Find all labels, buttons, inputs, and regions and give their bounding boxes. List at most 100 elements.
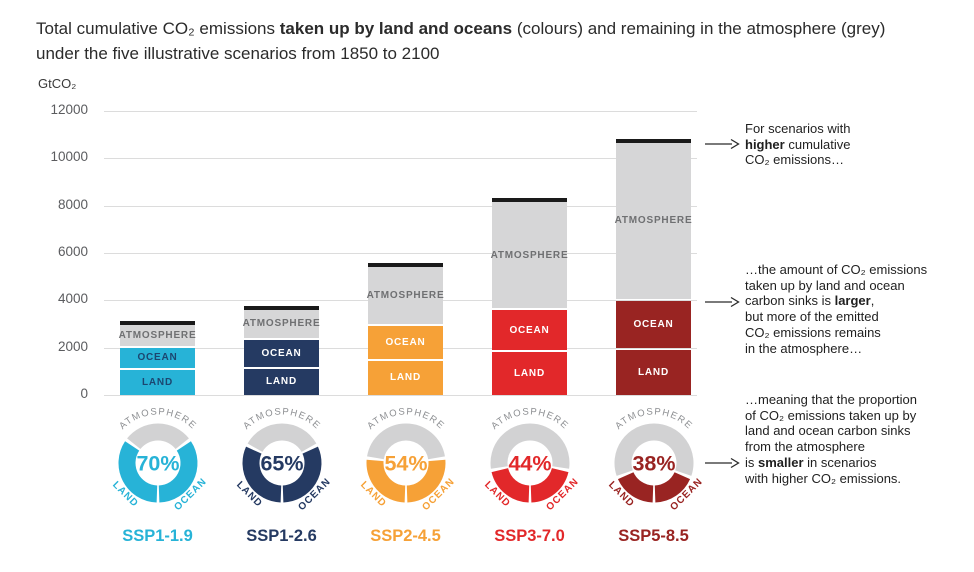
bar-atmosphere-SSP3-7.0: ATMOSPHERE — [490, 202, 569, 308]
bar-ocean-SSP3-7.0-label: OCEAN — [509, 324, 550, 336]
bar-land-SSP3-7.0-label: LAND — [514, 368, 545, 380]
y-tick-label-4000: 4000 — [57, 291, 88, 306]
y-tick-label-2000: 2000 — [57, 339, 88, 354]
bar-ocean-SSP2-4.5: OCEAN — [368, 325, 443, 359]
scenario-label-SSP3-7.0: SSP3-7.0 — [494, 527, 565, 545]
donut-uptake-SSP1-2.6: 65% ATMOSPHERE LAND OCEAN — [222, 405, 342, 525]
ring-ocean — [157, 441, 197, 503]
bar-ocean-SSP5-8.5: OCEAN — [616, 300, 691, 349]
text-segment: (colours) and remaining in the atmospher… — [36, 19, 886, 63]
donut-svg-SSP3-7.0: 44% ATMOSPHERE LAND OCEAN — [482, 406, 581, 513]
ring-atmosphere — [247, 423, 316, 453]
ring-land — [242, 446, 282, 503]
ring-ocean — [653, 471, 690, 503]
text-segment: For scenarios with — [745, 121, 851, 136]
donut-uptake-SSP2-4.5: 54% ATMOSPHERE LAND OCEAN — [346, 405, 466, 525]
ring-atmosphere — [614, 423, 693, 476]
bar-atmosphere-SSP2-4.5: ATMOSPHERE — [366, 267, 445, 324]
right-arrow-icon — [705, 457, 740, 469]
bar-ocean-SSP5-8.5-label: OCEAN — [633, 318, 674, 330]
donut-svg-SSP2-4.5: 54% ATMOSPHERE LAND OCEAN — [358, 406, 457, 513]
ring-atmosphere — [366, 423, 445, 460]
bar-land-SSP5-8.5-label: LAND — [638, 367, 669, 378]
bar-atmosphere-SSP1-1.9: ATMOSPHERE — [118, 325, 197, 346]
bar-ocean-SSP1-1.9: OCEAN — [120, 347, 195, 369]
donut-svg-SSP5-8.5: 38% ATMOSPHERE LAND OCEAN — [606, 406, 705, 513]
annotation-text-2: …the amount of CO₂ emissions taken up by… — [745, 262, 974, 356]
bar-total-cap-SSP1-1.9 — [120, 321, 195, 326]
right-arrow-icon — [705, 296, 740, 308]
ring-atmosphere — [490, 423, 569, 469]
bold-text-segment: larger — [834, 293, 871, 309]
bar-land-SSP1-1.9: LAND — [120, 370, 195, 395]
bar-ocean-SSP3-7.0: OCEAN — [492, 309, 567, 351]
bar-atmosphere-SSP1-2.6-label: ATMOSPHERE — [242, 318, 321, 330]
y-tick-label-10000: 10000 — [50, 149, 88, 164]
gridline-8000 — [104, 206, 697, 207]
donut-uptake-SSP5-8.5: 38% ATMOSPHERE LAND OCEAN — [594, 405, 714, 525]
y-tick-label-8000: 8000 — [57, 197, 88, 212]
donut-uptake-SSP3-7.0: 44% ATMOSPHERE LAND OCEAN — [470, 405, 590, 525]
bar-ocean-SSP2-4.5-label: OCEAN — [385, 336, 426, 348]
right-arrow-icon — [705, 138, 740, 150]
bar-land-SSP2-4.5-label: LAND — [390, 372, 421, 384]
bar-land-SSP3-7.0: LAND — [492, 352, 567, 395]
bar-atmosphere-SSP1-1.9-label: ATMOSPHERE — [118, 329, 197, 341]
bar-total-cap-SSP5-8.5 — [616, 138, 691, 143]
gridline-0 — [104, 395, 697, 396]
bar-atmosphere-SSP1-2.6: ATMOSPHERE — [242, 309, 321, 338]
ring-atmosphere — [126, 423, 189, 450]
ring-land — [491, 467, 530, 503]
donut-pct-label: 65% — [260, 452, 303, 476]
donut-pct-label: 44% — [508, 452, 551, 476]
text-segment: cumulative CO₂ emissions… — [745, 136, 851, 168]
scenario-label-SSP1-2.6: SSP1-2.6 — [246, 527, 317, 545]
bar-land-SSP1-1.9-label: LAND — [142, 377, 173, 389]
text-segment: in scenarios with higher CO₂ emissions. — [745, 454, 902, 486]
text-segment: , but more of the emitted CO₂ emissions … — [745, 293, 881, 356]
annotation-text-1: For scenarios with higher cumulative CO₂… — [745, 121, 974, 168]
annotation-arrow-3 — [704, 456, 740, 474]
text-segment: Total cumulative CO₂ emissions — [36, 19, 280, 38]
ring-land — [617, 471, 654, 503]
bar-atmosphere-SSP2-4.5-label: ATMOSPHERE — [366, 290, 445, 302]
bar-ocean-SSP1-2.6-label: OCEAN — [261, 347, 302, 359]
donut-pct-label: 70% — [136, 452, 179, 476]
bold-text-segment: higher — [745, 136, 785, 152]
ring-ocean — [529, 467, 568, 503]
bar-land-SSP1-2.6: LAND — [244, 368, 319, 395]
gridline-10000 — [104, 158, 697, 159]
figure-title: Total cumulative CO₂ emissions taken up … — [36, 16, 961, 66]
text-segment: …meaning that the proportion of CO₂ emis… — [745, 392, 917, 470]
ring-land — [118, 441, 158, 503]
bar-land-SSP5-8.5: LAND — [616, 350, 691, 395]
bar-atmosphere-SSP3-7.0-label: ATMOSPHERE — [490, 249, 569, 261]
y-tick-label-0: 0 — [80, 386, 88, 401]
ring-ocean — [281, 446, 321, 503]
donut-svg-SSP1-2.6: 65% ATMOSPHERE LAND OCEAN — [234, 406, 333, 513]
annotation-arrow-2 — [704, 295, 740, 313]
bar-atmosphere-SSP5-8.5-label: ATMOSPHERE — [614, 215, 693, 227]
bold-text-segment: taken up by land and oceans — [279, 19, 513, 38]
donut-uptake-SSP1-1.9: 70% ATMOSPHERE LAND OCEAN — [98, 405, 218, 525]
donut-pct-label: 38% — [632, 452, 675, 476]
bar-land-SSP1-2.6-label: LAND — [266, 376, 297, 388]
gridline-6000 — [104, 253, 697, 254]
bar-land-SSP2-4.5: LAND — [368, 360, 443, 395]
donut-svg-SSP1-1.9: 70% ATMOSPHERE LAND OCEAN — [110, 406, 209, 513]
annotation-arrow-1 — [704, 137, 740, 155]
annotation-text-3: …meaning that the proportion of CO₂ emis… — [745, 392, 974, 486]
scenario-label-SSP5-8.5: SSP5-8.5 — [618, 527, 689, 545]
ring-land — [366, 459, 406, 503]
bar-atmosphere-SSP5-8.5: ATMOSPHERE — [614, 142, 693, 299]
gridline-12000 — [104, 111, 697, 112]
bar-total-cap-SSP2-4.5 — [368, 263, 443, 268]
bold-text-segment: smaller — [758, 454, 804, 470]
scenario-label-SSP2-4.5: SSP2-4.5 — [370, 527, 441, 545]
bar-ocean-SSP1-2.6: OCEAN — [244, 339, 319, 367]
y-tick-label-6000: 6000 — [57, 244, 88, 259]
bar-ocean-SSP1-1.9-label: OCEAN — [137, 352, 178, 364]
y-axis-unit-label: GtCO₂ — [38, 76, 77, 91]
scenario-label-SSP1-1.9: SSP1-1.9 — [122, 527, 193, 545]
